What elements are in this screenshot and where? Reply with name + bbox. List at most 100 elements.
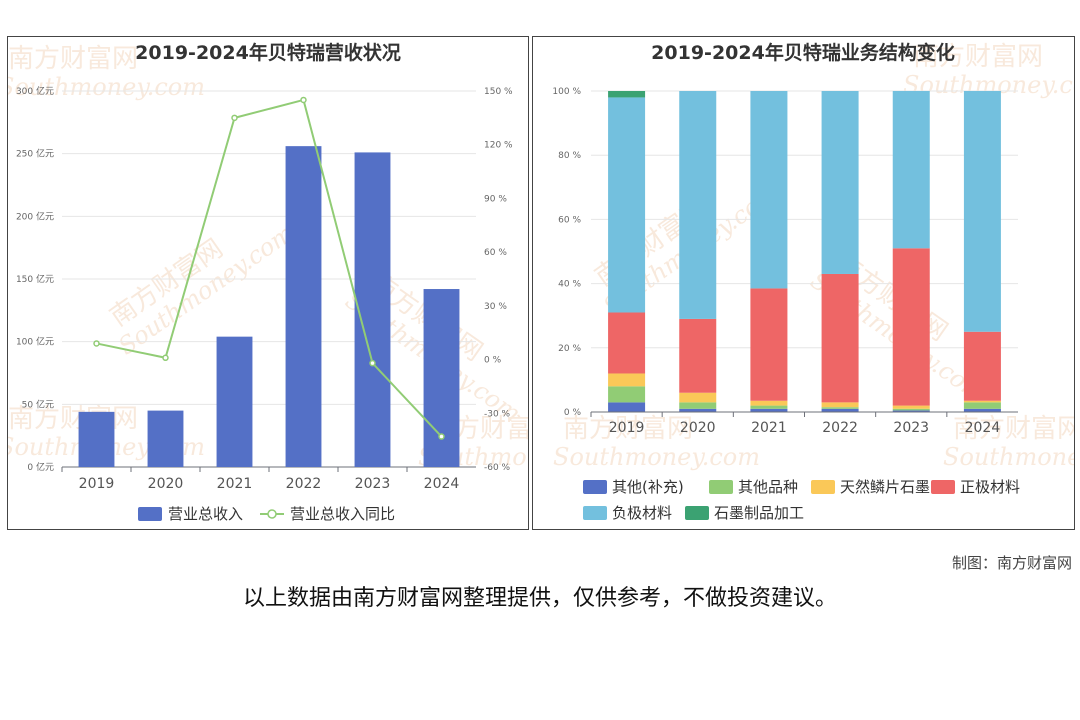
revenue-bar: [423, 289, 460, 467]
stack-segment: [750, 288, 788, 401]
legend-swatch: [811, 480, 835, 494]
y-right-tick-label: 60 %: [484, 248, 507, 258]
stack-segment: [679, 318, 717, 393]
watermark: 南方财富网: [913, 42, 1043, 72]
x-tick-label: 2021: [217, 476, 253, 492]
business-structure-chart: 南方财富网Southmoney.com南方财富网Southmoney.com南方…: [552, 41, 1074, 522]
legend-swatch: [685, 506, 709, 520]
y-right-tick-label: 30 %: [484, 302, 507, 312]
revenue-bar: [285, 146, 322, 467]
yoy-point: [300, 96, 307, 104]
legend-swatch: [583, 506, 607, 520]
x-tick-label: 2021: [751, 420, 787, 436]
stack-segment: [679, 402, 717, 409]
legend-label: 天然鳞片石墨: [840, 478, 930, 496]
legend-swatch: [709, 480, 733, 494]
stack-segment: [821, 402, 859, 408]
legend-label-yoy: 营业总收入同比: [290, 505, 395, 523]
x-tick-label: 2024: [965, 420, 1001, 436]
yoy-point: [231, 114, 238, 122]
stack-segment: [821, 273, 859, 403]
stack-segment: [892, 408, 930, 411]
stack-segment: [821, 91, 859, 274]
stack-segment: [679, 392, 717, 403]
x-tick-label: 2019: [609, 420, 645, 436]
watermark-sub: Southmoney.com: [943, 443, 1074, 471]
stack-segment: [608, 91, 646, 98]
stack-segment: [892, 410, 930, 412]
watermark: 南方财富网: [8, 44, 138, 74]
y-right-tick-label: 120 %: [484, 141, 513, 151]
stack-segment: [963, 331, 1001, 401]
stack-segment: [963, 408, 1001, 412]
revenue-chart: 南方财富网Southmoney.com南方财富网Southmoney.com南方…: [8, 41, 528, 523]
stack-segment: [963, 402, 1001, 409]
revenue-bar: [354, 152, 391, 467]
stack-segment: [750, 400, 788, 406]
stack-segment: [821, 407, 859, 409]
stack-segment: [821, 408, 859, 412]
yoy-point: [369, 359, 376, 367]
y-right-tick-label: -60 %: [484, 463, 511, 473]
stack-segment: [750, 408, 788, 412]
stack-segment: [963, 400, 1001, 403]
x-tick-label: 2020: [680, 420, 716, 436]
legend-label: 负极材料: [612, 504, 672, 522]
legend-label: 其他(补充): [612, 478, 684, 496]
chart-credit: 制图：南方财富网: [951, 554, 1072, 572]
business-structure-chart-panel: 南方财富网Southmoney.com南方财富网Southmoney.com南方…: [532, 36, 1075, 530]
y-tick-label: 60 %: [558, 215, 581, 225]
stack-segment: [892, 405, 930, 409]
legend-label: 其他品种: [738, 478, 798, 496]
stack-segment: [608, 97, 646, 313]
revenue-chart-panel: 南方财富网 Southmoney.com 南方财富网 Southmoney.com 南方…: [7, 36, 529, 530]
stack-segment: [608, 402, 646, 412]
y-left-tick-label: 0 亿元: [27, 461, 54, 473]
revenue-bar: [216, 336, 253, 467]
stack-segment: [963, 91, 1001, 332]
legend-swatch-revenue: [138, 507, 162, 521]
yoy-point: [93, 340, 100, 347]
x-tick-label: 2022: [286, 476, 322, 492]
x-tick-label: 2023: [355, 476, 391, 492]
legend-marker-yoy: [267, 509, 277, 519]
yoy-line: [96, 98, 443, 438]
y-left-tick-label: 250 亿元: [16, 148, 54, 160]
y-right-tick-label: 150 %: [484, 87, 513, 97]
x-tick-label: 2019: [79, 476, 115, 492]
y-tick-label: 40 %: [558, 280, 581, 290]
y-right-tick-label: 90 %: [484, 194, 507, 204]
watermark-sub: Southmoney.com: [8, 73, 205, 101]
watermark: 南方财富网: [563, 414, 693, 444]
yoy-point: [438, 433, 445, 440]
y-left-tick-label: 100 亿元: [16, 336, 54, 348]
y-tick-label: 20 %: [558, 344, 581, 354]
stack-segment: [608, 312, 646, 374]
y-left-tick-label: 150 亿元: [16, 273, 54, 285]
legend-label: 正极材料: [960, 478, 1020, 496]
x-tick-label: 2022: [822, 420, 858, 436]
y-tick-label: 100 %: [552, 87, 581, 97]
stack-segment: [608, 386, 646, 403]
legend-label: 石墨制品加工: [714, 504, 804, 522]
revenue-bar: [147, 410, 184, 467]
y-left-tick-label: 50 亿元: [22, 398, 54, 410]
revenue-bar: [78, 411, 115, 467]
stack-segment: [750, 405, 788, 409]
stack-segment: [892, 248, 930, 406]
legend-label-revenue: 营业总收入: [168, 505, 243, 523]
legend-swatch: [931, 480, 955, 494]
y-left-tick-label: 200 亿元: [16, 210, 54, 222]
x-tick-label: 2020: [148, 476, 184, 492]
y-right-tick-label: -30 %: [484, 409, 511, 419]
y-tick-label: 80 %: [558, 151, 581, 161]
watermark-sub: Southmoney.com: [553, 443, 760, 471]
y-right-tick-label: 0 %: [484, 356, 502, 366]
y-tick-label: 0 %: [564, 408, 582, 418]
x-tick-label: 2023: [893, 420, 929, 436]
stack-segment: [750, 91, 788, 289]
stack-segment: [608, 373, 646, 387]
stack-segment: [679, 91, 717, 319]
y-left-tick-label: 300 亿元: [16, 85, 54, 97]
legend-swatch: [583, 480, 607, 494]
